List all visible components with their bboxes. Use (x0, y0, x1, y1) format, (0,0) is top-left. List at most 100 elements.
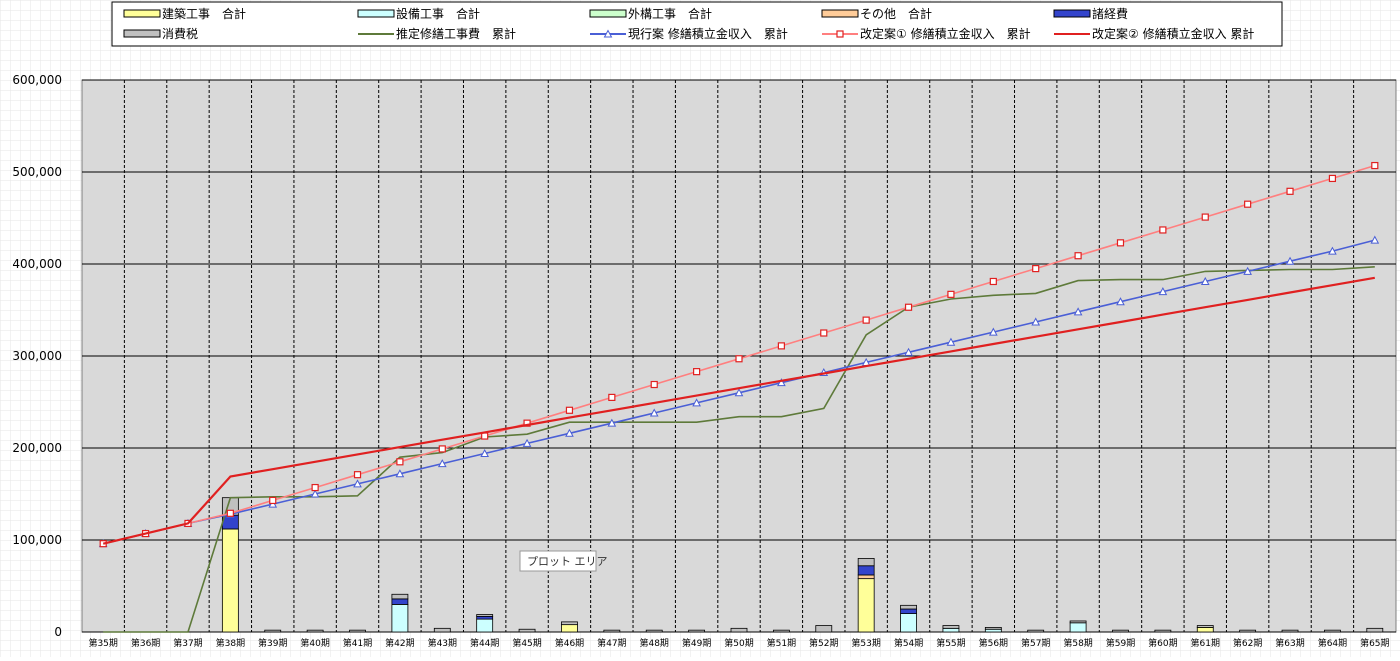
legend-label: 消費税 (162, 26, 198, 41)
x-tick-label: 第48期 (639, 637, 668, 649)
bar-segment (476, 614, 494, 617)
bar-segment (772, 629, 790, 633)
series-marker (226, 509, 234, 517)
legend-swatch (357, 9, 395, 18)
series-marker (353, 479, 362, 488)
legend-label: 改定案① 修繕積立金収入 累計 (860, 26, 1031, 41)
series-marker (1286, 187, 1294, 195)
series-marker (904, 303, 913, 311)
bar-segment (476, 618, 494, 633)
x-tick-label: 第57期 (1021, 637, 1050, 649)
x-tick-label: 第35期 (88, 637, 117, 649)
bar-segment (476, 615, 494, 620)
series-marker (947, 290, 955, 298)
bar-segment (645, 629, 663, 633)
bar-segment (900, 608, 917, 614)
x-tick-label: 第52期 (809, 637, 838, 649)
x-tick-label: 第54期 (894, 637, 923, 649)
x-tick-label: 第45期 (512, 637, 541, 649)
x-tick-label: 第56期 (979, 637, 1008, 649)
x-tick-label: 第61期 (1191, 637, 1220, 649)
x-tick-label: 第64期 (1318, 637, 1347, 649)
x-tick-label: 第38期 (216, 637, 245, 649)
bar-segment (984, 627, 1002, 630)
series-marker (1370, 235, 1380, 244)
bar-segment (1366, 627, 1384, 633)
series-marker (1031, 317, 1041, 326)
series-marker (1243, 266, 1252, 275)
series-marker (1074, 252, 1082, 260)
legend-box (111, 1, 1283, 47)
y-axis: 0 100,000 200,000 300,000 400,000 500,000 600,… (12, 73, 62, 639)
series-marker (438, 445, 446, 453)
x-tick-label: 第51期 (767, 637, 796, 649)
legend-marker (836, 30, 844, 38)
x-tick-label: 第62期 (1233, 637, 1262, 649)
series-marker (522, 438, 532, 447)
series-marker (988, 327, 998, 336)
series-marker (353, 471, 362, 479)
bar-segment (264, 629, 282, 633)
legend-label: 諸経費 (1092, 6, 1128, 21)
series-marker (734, 388, 744, 397)
tooltip-box (519, 550, 597, 572)
series-marker (607, 418, 617, 427)
series-marker (269, 496, 277, 505)
bar-segment (1069, 622, 1087, 633)
y-tick-label: 300,000 (12, 349, 62, 363)
series-marker (311, 483, 319, 492)
series-marker (1159, 226, 1167, 234)
bar-segment (1027, 629, 1045, 633)
bar-segment (942, 627, 960, 633)
y-tick-label: 0 (54, 625, 62, 639)
y-tick-label: 500,000 (12, 165, 62, 179)
y-tick-label: 200,000 (12, 441, 62, 455)
x-tick-label: 第46期 (555, 637, 584, 649)
legend-label: その他 合計 (860, 6, 932, 21)
x-tick-label: 第47期 (597, 637, 626, 649)
bar-segment (1196, 625, 1214, 628)
bar-segment (688, 629, 706, 633)
bar-segment (1112, 629, 1129, 633)
bar-segment (857, 578, 875, 633)
bar-segment (815, 625, 833, 633)
x-tick-label: 第55期 (936, 637, 965, 649)
series-marker (1328, 174, 1337, 183)
legend-swatch (123, 29, 161, 38)
bar-segment (391, 604, 409, 633)
bar-segment (1324, 629, 1341, 633)
bar-segment (857, 558, 875, 567)
x-tick-label: 第49期 (682, 637, 711, 649)
legend-label: 設備工事 合計 (396, 6, 480, 21)
x-tick-label: 第37期 (173, 637, 202, 649)
x-tick-label: 第60期 (1148, 637, 1177, 649)
series-marker (904, 347, 913, 356)
x-tick-label: 第39期 (258, 637, 287, 649)
series-marker (777, 342, 785, 350)
series-marker (862, 316, 870, 324)
x-tick-label: 第36期 (131, 637, 160, 649)
series-marker (565, 406, 574, 414)
series-marker (1032, 265, 1040, 273)
legend-label: 改定案② 修繕積立金収入 累計 (1092, 26, 1254, 41)
series-marker (989, 277, 997, 286)
bar-segment (857, 565, 875, 576)
legend-swatch (1053, 9, 1091, 18)
series-marker (693, 368, 701, 376)
bar-segment (603, 629, 621, 633)
bar-segment (518, 628, 536, 633)
x-tick-label: 第50期 (724, 637, 753, 649)
series-marker (820, 329, 828, 337)
legend-label: 外構工事 合計 (628, 6, 712, 21)
series-marker (481, 432, 489, 440)
bar-segment (857, 574, 875, 580)
lines (98, 161, 1380, 633)
legend-swatch (821, 9, 859, 18)
legend-label: 推定修繕工事費 累計 (396, 26, 516, 41)
series-marker (1328, 246, 1337, 255)
series-marker (649, 408, 659, 417)
bar-segment (1239, 629, 1257, 633)
